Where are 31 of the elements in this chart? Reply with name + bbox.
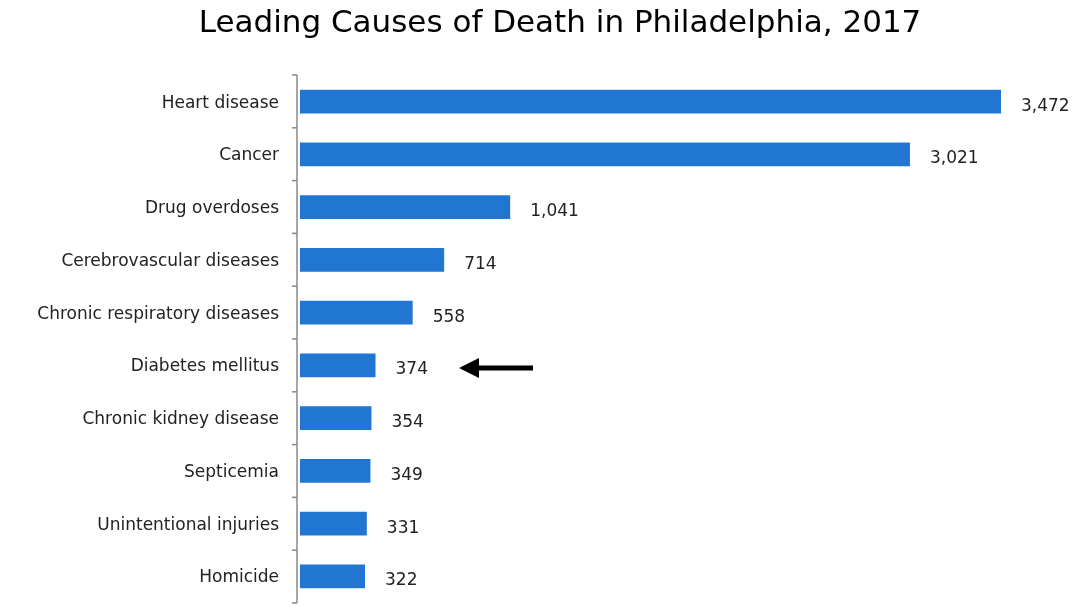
y-tick-label: Chronic kidney disease xyxy=(82,408,279,429)
bar xyxy=(300,353,376,378)
data-label: 3,021 xyxy=(929,147,979,168)
data-label: 3,472 xyxy=(1021,94,1070,115)
data-label: 374 xyxy=(395,358,428,379)
y-tick-label: Cerebrovascular diseases xyxy=(61,249,280,270)
bar xyxy=(300,195,511,219)
data-label: 322 xyxy=(385,569,418,590)
y-tick-label: Drug overdoses xyxy=(144,197,280,218)
data-label: 1,041 xyxy=(530,200,579,221)
y-tick-label: Diabetes mellitus xyxy=(130,355,280,376)
y-tick-label: Septicemia xyxy=(184,460,279,481)
bar xyxy=(300,511,367,536)
bar xyxy=(300,89,1001,114)
y-tick-label: Homicide xyxy=(199,566,279,587)
data-label: 349 xyxy=(390,463,423,484)
bar xyxy=(300,248,445,272)
y-tick-label: Chronic respiratory diseases xyxy=(37,302,280,323)
bar xyxy=(300,142,910,167)
bar xyxy=(300,564,366,589)
data-label: 558 xyxy=(432,305,466,326)
data-label: 331 xyxy=(386,516,420,537)
bar xyxy=(300,459,371,483)
y-tick-label: Cancer xyxy=(219,144,280,165)
data-label: 354 xyxy=(391,411,424,432)
bar xyxy=(300,406,372,430)
bar xyxy=(300,300,413,325)
y-tick-label: Unintentional injuries xyxy=(97,513,280,534)
data-label: 714 xyxy=(464,252,497,273)
y-tick-label: Heart disease xyxy=(161,91,279,112)
chart-title: Leading Causes of Death in Philadelphia, 2017 xyxy=(198,3,922,39)
